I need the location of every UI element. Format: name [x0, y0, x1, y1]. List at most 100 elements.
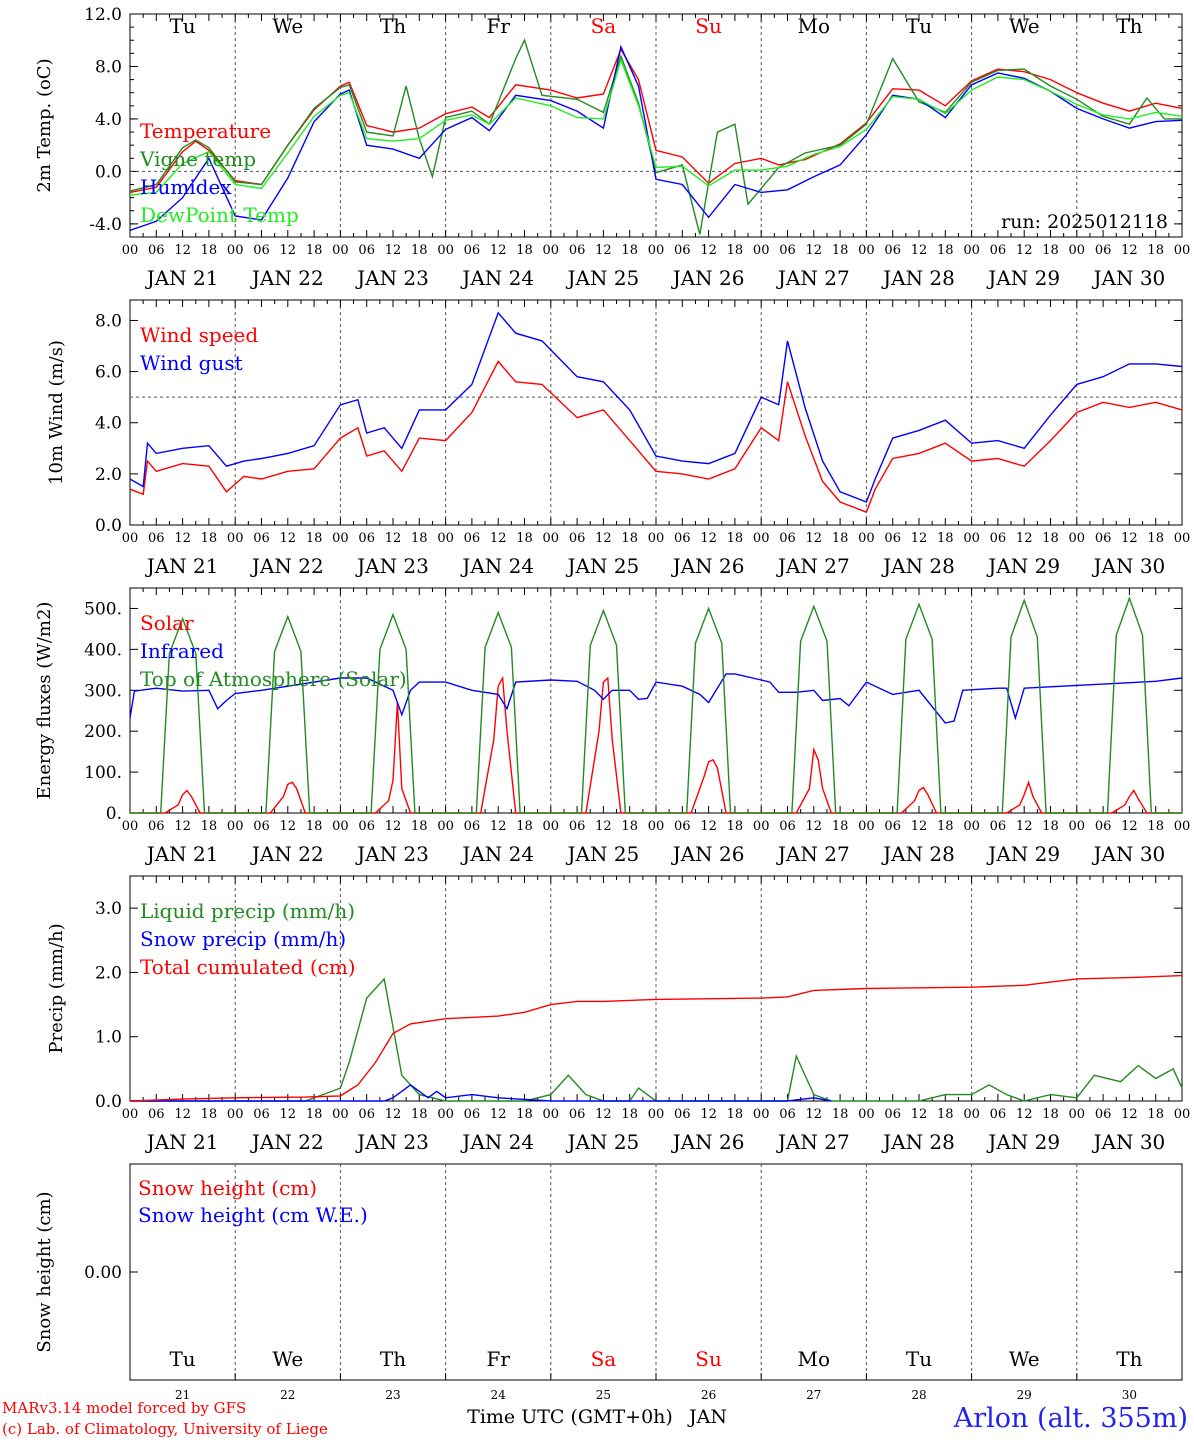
date-label: JAN 25 — [566, 1130, 640, 1154]
y-tick-label: 400. — [84, 640, 122, 660]
x-axis-title: Time UTC (GMT+0h) — [467, 1406, 673, 1428]
legend-entry: Vigne temp — [139, 147, 256, 171]
hour-label: 18 — [621, 531, 638, 546]
date-label: JAN 25 — [566, 266, 640, 290]
date-label: JAN 29 — [986, 554, 1060, 578]
hour-label: 06 — [990, 531, 1007, 546]
hour-label: 00 — [227, 531, 244, 546]
hour-label: 18 — [306, 1107, 323, 1122]
legend-entry: Total cumulated (cm) — [140, 955, 356, 979]
hour-label: 18 — [306, 531, 323, 546]
date-label: JAN 22 — [250, 1130, 324, 1154]
hour-label: 12 — [1016, 531, 1033, 546]
weekday-label: Th — [380, 1347, 406, 1371]
hour-label: 00 — [858, 243, 875, 258]
y-tick-label: 2.0 — [95, 465, 122, 485]
legend-entry: Snow precip (mm/h) — [140, 927, 346, 951]
y-axis-label: Energy fluxes (W/m2) — [34, 602, 55, 800]
date-label: JAN 23 — [355, 1130, 429, 1154]
hour-label: 00 — [858, 1107, 875, 1122]
hour-label: 18 — [1147, 531, 1164, 546]
hour-label: 06 — [253, 243, 270, 258]
date-label: JAN 29 — [986, 266, 1060, 290]
hour-label: 12 — [490, 243, 507, 258]
weekday-label: Sa — [591, 14, 617, 38]
date-label: JAN 26 — [671, 266, 745, 290]
hour-label: 06 — [253, 1107, 270, 1122]
y-tick-label: 2.0 — [95, 963, 122, 983]
hour-label: 06 — [148, 819, 165, 834]
hour-label: 12 — [280, 243, 297, 258]
hour-label: 00 — [437, 243, 454, 258]
hour-label: 12 — [174, 819, 191, 834]
hour-label: 12 — [385, 531, 402, 546]
legend-entry: Temperature — [140, 119, 271, 143]
hour-label: 00 — [963, 531, 980, 546]
day-number: 25 — [596, 1388, 611, 1402]
weekday-label: Mo — [798, 14, 831, 38]
hour-label: 12 — [700, 1107, 717, 1122]
y-tick-label: 300. — [84, 681, 122, 701]
panel-frame — [129, 299, 1183, 526]
hour-label: 00 — [122, 819, 139, 834]
y-tick-label: 12.0 — [84, 5, 122, 25]
date-label: JAN 25 — [566, 554, 640, 578]
hour-label: 18 — [621, 1107, 638, 1122]
hour-label: 18 — [937, 243, 954, 258]
weekday-label: Fr — [486, 1347, 510, 1371]
hour-label: 00 — [1174, 1107, 1191, 1122]
hour-label: 06 — [884, 531, 901, 546]
hour-label: 06 — [569, 243, 586, 258]
date-label: JAN 28 — [881, 1130, 955, 1154]
weekday-label: Tu — [906, 14, 932, 38]
hour-label: 18 — [727, 243, 744, 258]
hour-label: 00 — [1069, 819, 1086, 834]
y-tick-label: 6.0 — [95, 363, 122, 383]
date-label: JAN 24 — [460, 842, 534, 866]
date-label: JAN 26 — [671, 554, 745, 578]
hour-label: 06 — [464, 819, 481, 834]
date-label: JAN 30 — [1092, 266, 1166, 290]
panel-frames — [129, 13, 1183, 1381]
hour-label: 00 — [437, 1107, 454, 1122]
hour-label: 12 — [1121, 819, 1138, 834]
hour-label: 18 — [727, 819, 744, 834]
hour-label: 00 — [753, 531, 770, 546]
hour-label: 00 — [1069, 243, 1086, 258]
hour-label: 06 — [464, 1107, 481, 1122]
hour-label: 06 — [464, 531, 481, 546]
legend-entry: Humidex — [140, 175, 232, 199]
hour-label: 00 — [963, 819, 980, 834]
hour-label: 12 — [1121, 531, 1138, 546]
hour-label: 12 — [490, 819, 507, 834]
date-label: JAN 28 — [881, 842, 955, 866]
hour-label: 06 — [148, 1107, 165, 1122]
y-tick-label: 200. — [84, 722, 122, 742]
month-label: JAN — [687, 1406, 727, 1428]
hour-label: 00 — [858, 531, 875, 546]
hour-label: 00 — [1174, 819, 1191, 834]
legend-entry: Top of Atmosphere (Solar) — [140, 667, 407, 691]
day-number: 24 — [491, 1388, 507, 1402]
hour-label: 18 — [516, 531, 533, 546]
hour-label: 00 — [648, 819, 665, 834]
hour-label: 06 — [569, 1107, 586, 1122]
series-line-top-of-atmosphere-solar- — [130, 596, 1182, 814]
hour-label: 18 — [1042, 819, 1059, 834]
hour-label: 12 — [385, 1107, 402, 1122]
hour-label: 12 — [911, 531, 928, 546]
y-tick-label: 0.0 — [95, 162, 122, 182]
hour-label: 12 — [490, 531, 507, 546]
panel-frame — [129, 587, 1183, 814]
hour-label: 18 — [1042, 243, 1059, 258]
hour-label: 12 — [911, 819, 928, 834]
hour-label: 18 — [1042, 1107, 1059, 1122]
hour-label: 12 — [595, 531, 612, 546]
y-tick-label: 4.0 — [95, 110, 122, 130]
hour-label: 00 — [753, 819, 770, 834]
date-label: JAN 22 — [250, 266, 324, 290]
hour-label: 06 — [990, 243, 1007, 258]
hour-label: 06 — [253, 819, 270, 834]
hour-label: 00 — [1069, 1107, 1086, 1122]
